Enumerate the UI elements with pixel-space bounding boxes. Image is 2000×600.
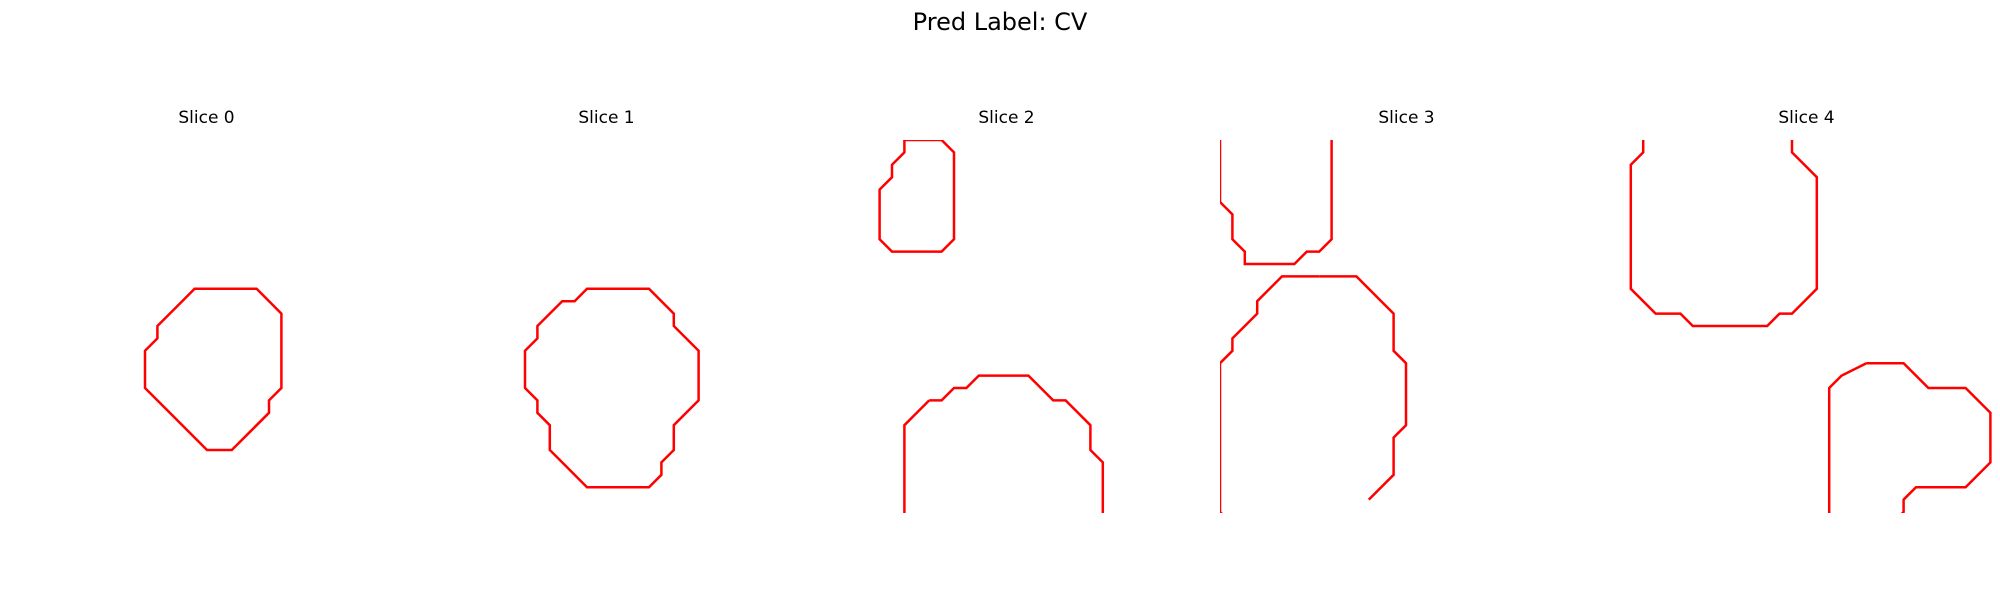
- contour-line: [929, 374, 1105, 513]
- slice-contour-plot: [878, 140, 1105, 513]
- figure-title: Pred Label: CV: [912, 8, 1088, 36]
- contour-line: [903, 399, 931, 513]
- contour-line: [1629, 140, 1819, 328]
- contour-line: [1220, 140, 1333, 266]
- slice-panel-1: Slice 1: [420, 108, 793, 513]
- contour-line: [143, 287, 283, 452]
- contour-line: [1827, 361, 1992, 513]
- slice-title: Slice 3: [1378, 108, 1435, 128]
- slice-panel-0: Slice 0: [20, 108, 393, 513]
- slice-title: Slice 4: [1778, 108, 1835, 128]
- contour-line: [1220, 275, 1320, 513]
- slice-title: Slice 1: [578, 108, 635, 128]
- slice-contour-plot: [1629, 140, 1992, 513]
- slice-panel-2: Slice 2: [820, 108, 1193, 513]
- slice-contour-plot: [523, 287, 700, 489]
- slice-title: Slice 2: [978, 108, 1035, 128]
- contour-line: [878, 140, 956, 253]
- slice-panel-3: Slice 3: [1220, 108, 1593, 513]
- slice-panel-4: Slice 4: [1620, 108, 1993, 513]
- slice-contour-plot: [1220, 140, 1408, 513]
- slice-title: Slice 0: [178, 108, 235, 128]
- contour-line: [523, 287, 700, 489]
- slice-contour-plot: [143, 287, 283, 452]
- contour-line: [1319, 275, 1408, 501]
